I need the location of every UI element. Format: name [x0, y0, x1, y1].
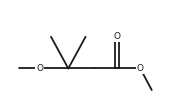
Text: O: O	[137, 64, 144, 73]
Text: O: O	[114, 32, 121, 41]
Text: O: O	[36, 64, 43, 73]
